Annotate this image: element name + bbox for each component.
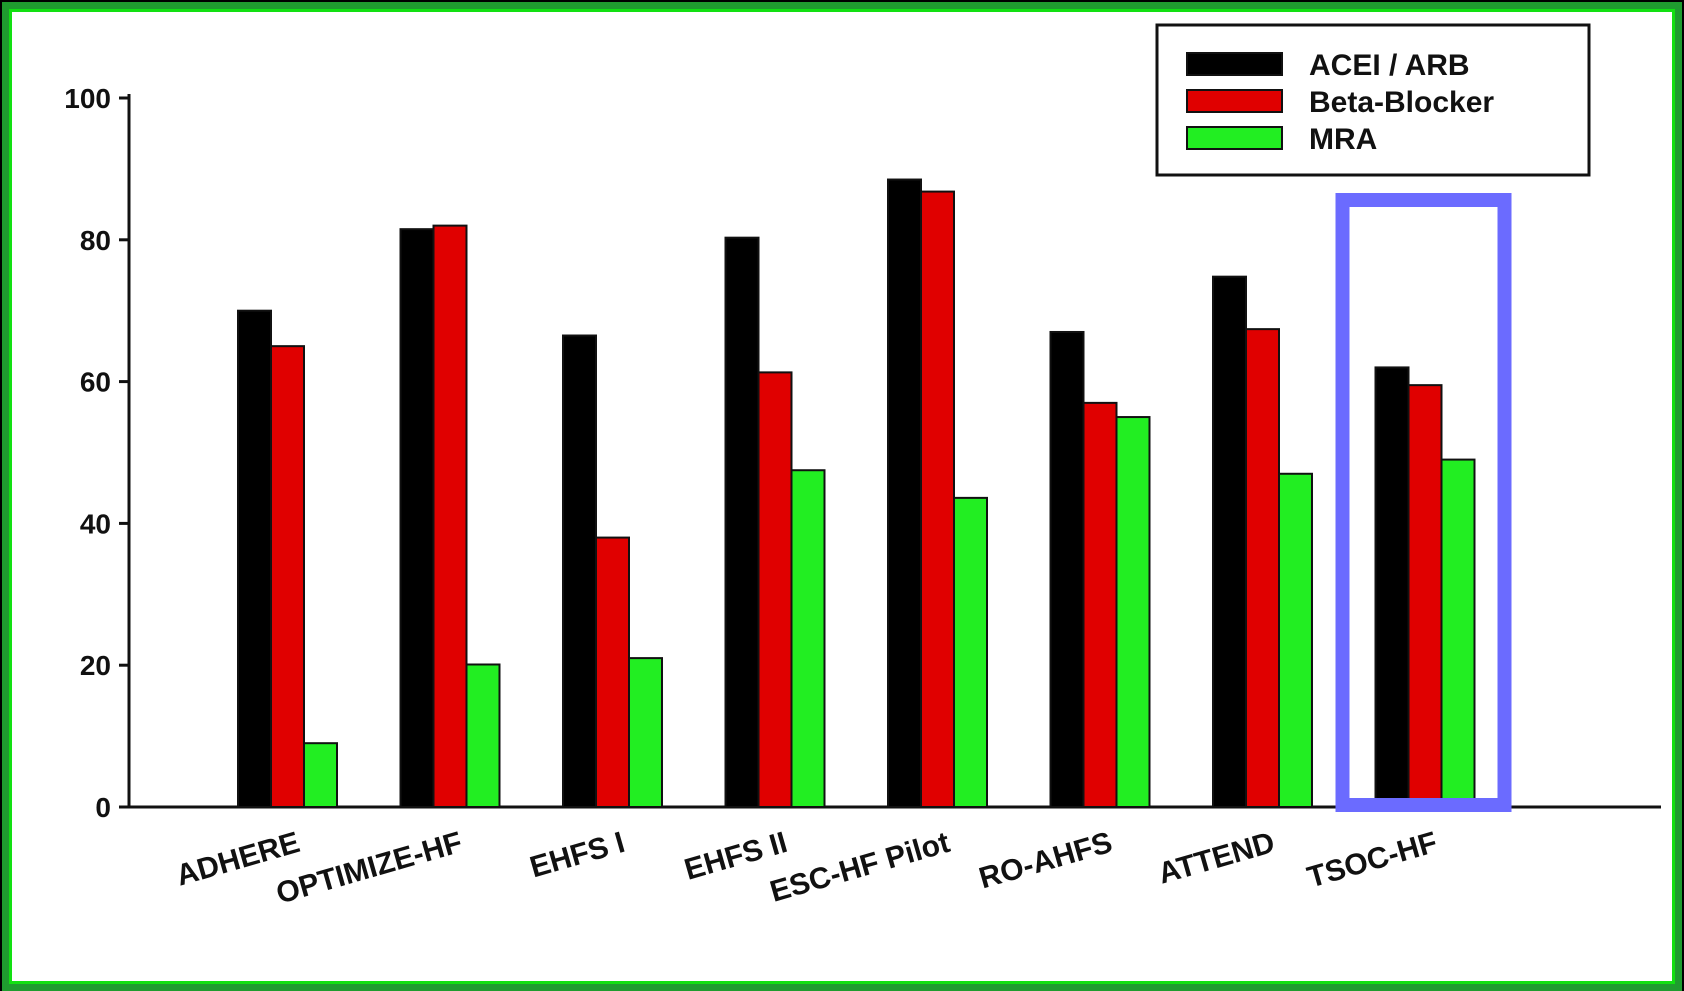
highlight-box: [1335, 193, 1512, 812]
y-axis-ticks: 0 20 40 60 80 100: [64, 83, 129, 823]
bar-attend-2: [1278, 472, 1313, 808]
y-tick-label: 0: [95, 792, 111, 823]
bar-ehfs-i-1: [595, 536, 630, 809]
bar-attend-0: [1212, 275, 1247, 808]
legend-label-1: Beta-Blocker: [1309, 86, 1494, 119]
legend-swatch-1: [1186, 89, 1283, 113]
bar-ehfs-i-2: [628, 657, 663, 808]
x-category-label: RO-AHFS: [975, 826, 1115, 895]
bar-group: [237, 178, 1476, 809]
bar-adhere-0: [237, 309, 272, 808]
bar-ro-ahfs-0: [1049, 330, 1085, 808]
bar-optimize-hf-2: [465, 663, 501, 809]
bar-ehfs-ii-1: [757, 371, 793, 808]
y-tick-label: 80: [80, 225, 111, 256]
bar-tsoc-hf-2: [1440, 458, 1476, 808]
legend-label-2: MRA: [1309, 123, 1377, 156]
chart-panel: 0 20 40 60 80 100 ADHERE OPTIMIZE-HF EHFS I EHFS…: [9, 9, 1675, 984]
bar-adhere-2: [303, 742, 338, 809]
bar-esc-hf-pilot-2: [953, 496, 988, 808]
bar-attend-1: [1245, 328, 1280, 808]
bar-esc-hf-pilot-0: [887, 178, 922, 809]
bar-ehfs-i-0: [562, 334, 597, 808]
bar-ro-ahfs-1: [1082, 401, 1118, 808]
bar-ehfs-ii-2: [790, 469, 826, 808]
legend: ACEI / ARB Beta-Blocker MRA: [1155, 23, 1591, 177]
bar-tsoc-hf-0: [1374, 366, 1410, 808]
x-category-label: OPTIMIZE-HF: [273, 826, 466, 911]
y-tick-label: 20: [80, 650, 111, 681]
bar-adhere-1: [270, 345, 305, 808]
x-category-label: ESC-HF Pilot: [767, 826, 954, 909]
bar-ehfs-ii-0: [724, 236, 760, 809]
bar-ro-ahfs-2: [1115, 416, 1151, 808]
y-tick-label: 100: [64, 83, 111, 114]
highlight-box-group: [1335, 193, 1512, 812]
bar-optimize-hf-1: [432, 224, 468, 808]
x-category-label: TSOC-HF: [1304, 826, 1441, 894]
x-category-label: EHFS I: [526, 826, 628, 884]
bar-optimize-hf-0: [399, 228, 435, 809]
bar-tsoc-hf-1: [1407, 384, 1443, 808]
legend-swatch-0: [1186, 52, 1283, 76]
bar-esc-hf-pilot-1: [920, 190, 955, 808]
y-tick-label: 60: [80, 367, 111, 398]
legend-label-0: ACEI / ARB: [1309, 49, 1470, 82]
legend-swatch-2: [1186, 126, 1283, 150]
y-tick-label: 40: [80, 508, 111, 539]
x-category-label: ATTEND: [1155, 826, 1279, 891]
